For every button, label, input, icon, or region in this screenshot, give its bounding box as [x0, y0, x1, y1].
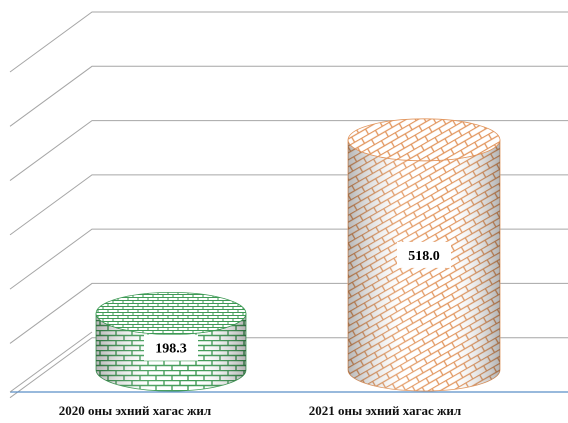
- gridline: [9, 11, 568, 73]
- data-label: 198.3: [144, 334, 198, 361]
- category-label: 2021 оны эхний хагас жил: [309, 403, 461, 418]
- x-axis: [9, 331, 568, 393]
- floor-edge: [9, 331, 93, 393]
- labels: 198.3 2020 оны эхний хагас жил 518.0 2021 о…: [59, 241, 461, 418]
- svg-text:518.0: 518.0: [408, 249, 440, 264]
- gridline: [9, 65, 568, 127]
- gridlines: [9, 11, 568, 399]
- category-label: 2020 оны эхний хагас жил: [59, 403, 211, 418]
- data-label: 518.0: [397, 241, 451, 268]
- svg-text:198.3: 198.3: [155, 342, 187, 357]
